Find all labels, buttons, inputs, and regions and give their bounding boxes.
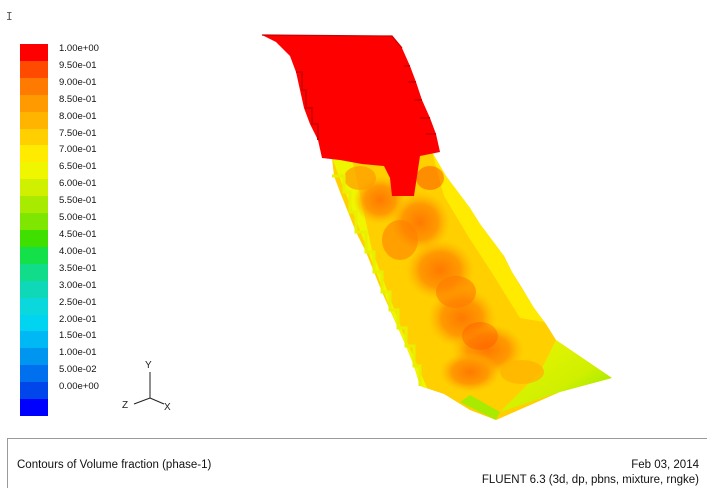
legend-tick-label: 4.00e-01 xyxy=(59,245,97,257)
legend-tick-label: 3.50e-01 xyxy=(59,262,97,274)
legend-tick-label: 7.50e-01 xyxy=(59,127,97,139)
color-legend: 1.00e+00 9.50e-01 9.00e-01 8.50e-01 8.00e-01… xyxy=(20,0,150,430)
legend-tick-label: 1.00e-01 xyxy=(59,347,97,359)
legend-tick-label: 0.00e+00 xyxy=(59,381,99,393)
legend-swatch xyxy=(20,280,48,299)
phase-1-body xyxy=(262,35,440,196)
legend-swatch xyxy=(20,263,48,282)
legend-tick-label: 4.50e-01 xyxy=(59,229,97,240)
axis-triad: Y Z X xyxy=(118,360,188,416)
legend-swatch xyxy=(20,111,48,130)
phase-1-region xyxy=(261,34,440,196)
legend-swatch xyxy=(20,213,48,231)
legend-tick-label: 6.50e-01 xyxy=(59,161,97,173)
legend-tick-label: 5.50e-01 xyxy=(59,195,97,207)
legend-tick-label: 3.00e-01 xyxy=(59,279,97,291)
legend-swatch xyxy=(20,196,48,214)
legend-tick-label: 8.00e-01 xyxy=(59,110,97,122)
plot-title: Contours of Volume fraction (phase-1) xyxy=(17,459,212,471)
legend-swatch xyxy=(20,365,48,383)
legend-swatch xyxy=(20,399,48,417)
legend-swatch xyxy=(20,179,48,197)
legend-swatch xyxy=(20,331,48,349)
legend-tick-label: 8.50e-01 xyxy=(59,93,97,105)
legend-tick-label: 5.00e-01 xyxy=(59,212,97,224)
legend-swatch xyxy=(20,77,48,96)
axis-y-label: Y xyxy=(145,360,152,371)
graphics-viewport[interactable]: I 1.00e+00 9.50e-01 9.00e-01 8.50e-01 8.00e-… xyxy=(0,0,708,438)
legend-swatch xyxy=(20,44,48,62)
legend-swatch xyxy=(20,297,48,316)
legend-tick-label: 7.00e-01 xyxy=(59,144,97,156)
legend-tick-label: 2.00e-01 xyxy=(59,313,97,325)
status-footer: Contours of Volume fraction (phase-1) Fe… xyxy=(7,438,707,488)
legend-tick-label: 9.00e-01 xyxy=(59,76,97,88)
axis-z-label: Z xyxy=(122,400,129,411)
axis-x-label: X xyxy=(164,402,171,413)
legend-swatch xyxy=(20,246,48,265)
legend-tick-label: 1.00e+00 xyxy=(59,43,99,54)
legend-swatch xyxy=(20,145,48,163)
legend-tick-label: 2.50e-01 xyxy=(59,296,97,308)
legend-swatch xyxy=(20,348,48,366)
legend-swatch xyxy=(20,382,48,400)
legend-swatch xyxy=(20,162,48,180)
axis-triad-lines xyxy=(133,372,165,405)
legend-swatch xyxy=(20,94,48,113)
legend-swatch xyxy=(20,230,48,248)
plot-date: Feb 03, 2014 xyxy=(631,459,699,471)
contour-plot[interactable] xyxy=(0,0,708,438)
legend-swatch xyxy=(20,60,48,79)
legend-tick-label: 9.50e-01 xyxy=(59,59,97,71)
legend-tick-label: 1.50e-01 xyxy=(59,330,97,342)
legend-swatch xyxy=(20,314,48,332)
corner-marker: I xyxy=(6,10,13,23)
legend-tick-label: 5.00e-02 xyxy=(59,364,97,376)
solver-info: FLUENT 6.3 (3d, dp, pbns, mixture, rngke… xyxy=(481,474,699,486)
legend-swatch xyxy=(20,128,48,146)
legend-tick-label: 6.00e-01 xyxy=(59,178,97,190)
mixture-region xyxy=(332,152,612,420)
